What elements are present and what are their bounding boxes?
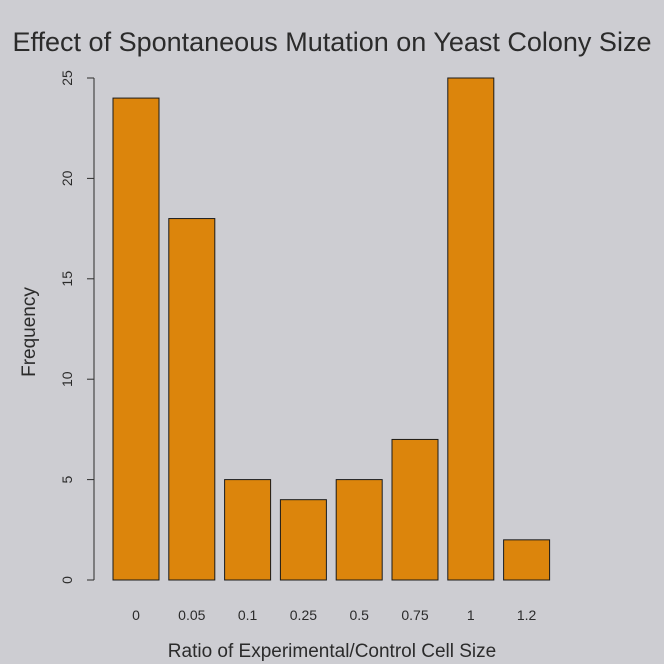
x-axis-label: Ratio of Experimental/Control Cell Size — [168, 641, 496, 662]
x-tick-labels: 0 0.05 0.1 0.25 0.5 0.75 1 1.2 — [132, 607, 536, 623]
bar-0.25 — [279, 499, 327, 581]
x-tick-label: 0.25 — [290, 607, 317, 623]
x-tick-label: 0.1 — [238, 607, 258, 623]
bar-0.05 — [168, 218, 216, 581]
y-axis-label: Frequency — [19, 287, 40, 377]
y-tick-label: 10 — [59, 371, 75, 387]
chart-title: Effect of Spontaneous Mutation on Yeast … — [13, 27, 652, 57]
bar-1 — [447, 77, 495, 581]
y-tick-label: 15 — [59, 271, 75, 287]
y-tick-label: 5 — [59, 475, 75, 483]
bar-1.2 — [503, 539, 551, 581]
y-axis: 0 5 10 15 20 25 — [59, 70, 95, 584]
x-tick-label: 0.05 — [178, 607, 205, 623]
bar-0 — [112, 97, 160, 581]
bar-0.75 — [391, 438, 439, 581]
bars — [112, 77, 551, 581]
y-tick-label: 25 — [59, 70, 75, 86]
y-tick-label: 20 — [59, 170, 75, 186]
x-tick-label: 0.5 — [349, 607, 369, 623]
bar-0.1 — [224, 479, 272, 581]
x-tick-label: 0 — [132, 607, 140, 623]
x-tick-label: 1.2 — [517, 607, 537, 623]
bar-0.5 — [335, 479, 383, 581]
x-tick-label: 1 — [467, 607, 475, 623]
x-tick-label: 0.75 — [401, 607, 428, 623]
y-tick-label: 0 — [59, 576, 75, 584]
